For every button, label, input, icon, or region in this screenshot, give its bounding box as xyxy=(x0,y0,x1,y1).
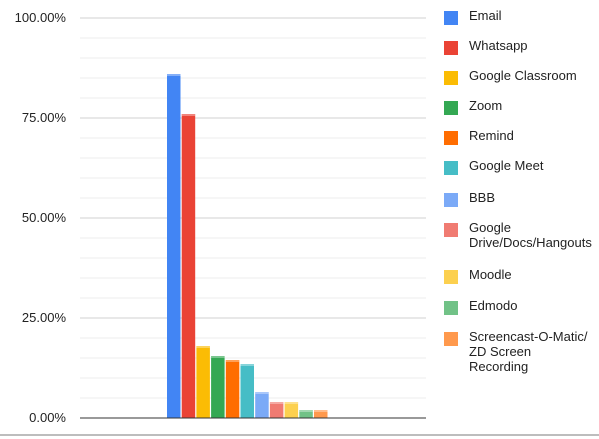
legend-item: Google Meet xyxy=(444,158,599,175)
legend-item: Zoom xyxy=(444,98,599,115)
legend-label: Screencast-O-Matic/ ZD Screen Recording xyxy=(469,329,588,374)
bottom-divider xyxy=(0,434,599,436)
legend-swatch xyxy=(444,270,458,284)
bar xyxy=(299,410,313,418)
legend-label: Google Classroom xyxy=(469,68,577,83)
bar xyxy=(314,410,328,418)
y-tick-label: 0.00% xyxy=(29,410,66,425)
legend-label: Email xyxy=(469,8,502,23)
legend-label: Zoom xyxy=(469,98,503,113)
bar xyxy=(211,356,225,418)
gridlines xyxy=(80,17,426,399)
legend-swatch xyxy=(444,301,458,315)
bar-top-highlight xyxy=(225,360,240,362)
bars xyxy=(167,74,328,418)
legend-label: Remind xyxy=(469,128,514,143)
legend-swatch xyxy=(444,161,458,175)
legend-label: Google Drive/Docs/Hangouts xyxy=(469,220,592,250)
legend-item: Email xyxy=(444,8,599,25)
legend-swatch xyxy=(444,131,458,145)
legend-item: Screencast-O-Matic/ ZD Screen Recording xyxy=(444,329,599,374)
y-tick-label: 25.00% xyxy=(22,310,67,325)
legend-item: Remind xyxy=(444,128,599,145)
bar-top-highlight xyxy=(181,114,196,116)
legend-label: Google Meet xyxy=(469,158,544,173)
bar-top-highlight xyxy=(314,410,328,412)
bar xyxy=(269,402,284,418)
bar xyxy=(255,392,269,418)
legend-swatch xyxy=(444,41,458,55)
legend-item: Google Classroom xyxy=(444,68,599,85)
legend-swatch xyxy=(444,71,458,85)
legend-item: BBB xyxy=(444,190,599,207)
legend-swatch xyxy=(444,101,458,115)
legend-label: Moodle xyxy=(469,267,512,282)
y-axis-tick-labels: 0.00% 25.00% 50.00% 75.00% 100.00% xyxy=(15,10,67,425)
legend-swatch xyxy=(444,332,458,346)
y-tick-label: 100.00% xyxy=(15,10,67,25)
legend-label: BBB xyxy=(469,190,496,205)
y-tick-label: 75.00% xyxy=(22,110,67,125)
legend-swatch xyxy=(444,193,458,207)
bar-top-highlight xyxy=(167,74,181,76)
bar-top-highlight xyxy=(269,402,284,404)
legend-item: Whatsapp xyxy=(444,38,599,55)
legend-item: Edmodo xyxy=(444,298,599,315)
bar-top-highlight xyxy=(299,410,313,412)
bar xyxy=(167,74,181,418)
y-tick-label: 50.00% xyxy=(22,210,67,225)
legend-swatch xyxy=(444,223,458,237)
legend-label: Edmodo xyxy=(469,298,518,313)
bar-top-highlight xyxy=(211,356,225,358)
bar-top-highlight xyxy=(240,364,254,366)
legend-item: Google Drive/Docs/Hangouts xyxy=(444,220,599,250)
legend-item: Moodle xyxy=(444,267,599,284)
bar xyxy=(225,360,240,418)
legend-label: Whatsapp xyxy=(469,38,528,53)
bar-top-highlight xyxy=(255,392,269,394)
bar xyxy=(240,364,254,418)
bar xyxy=(181,114,196,418)
bar-top-highlight xyxy=(284,402,299,404)
bar xyxy=(284,402,299,418)
bar xyxy=(196,346,210,418)
bar-top-highlight xyxy=(196,346,210,348)
legend-swatch xyxy=(444,11,458,25)
